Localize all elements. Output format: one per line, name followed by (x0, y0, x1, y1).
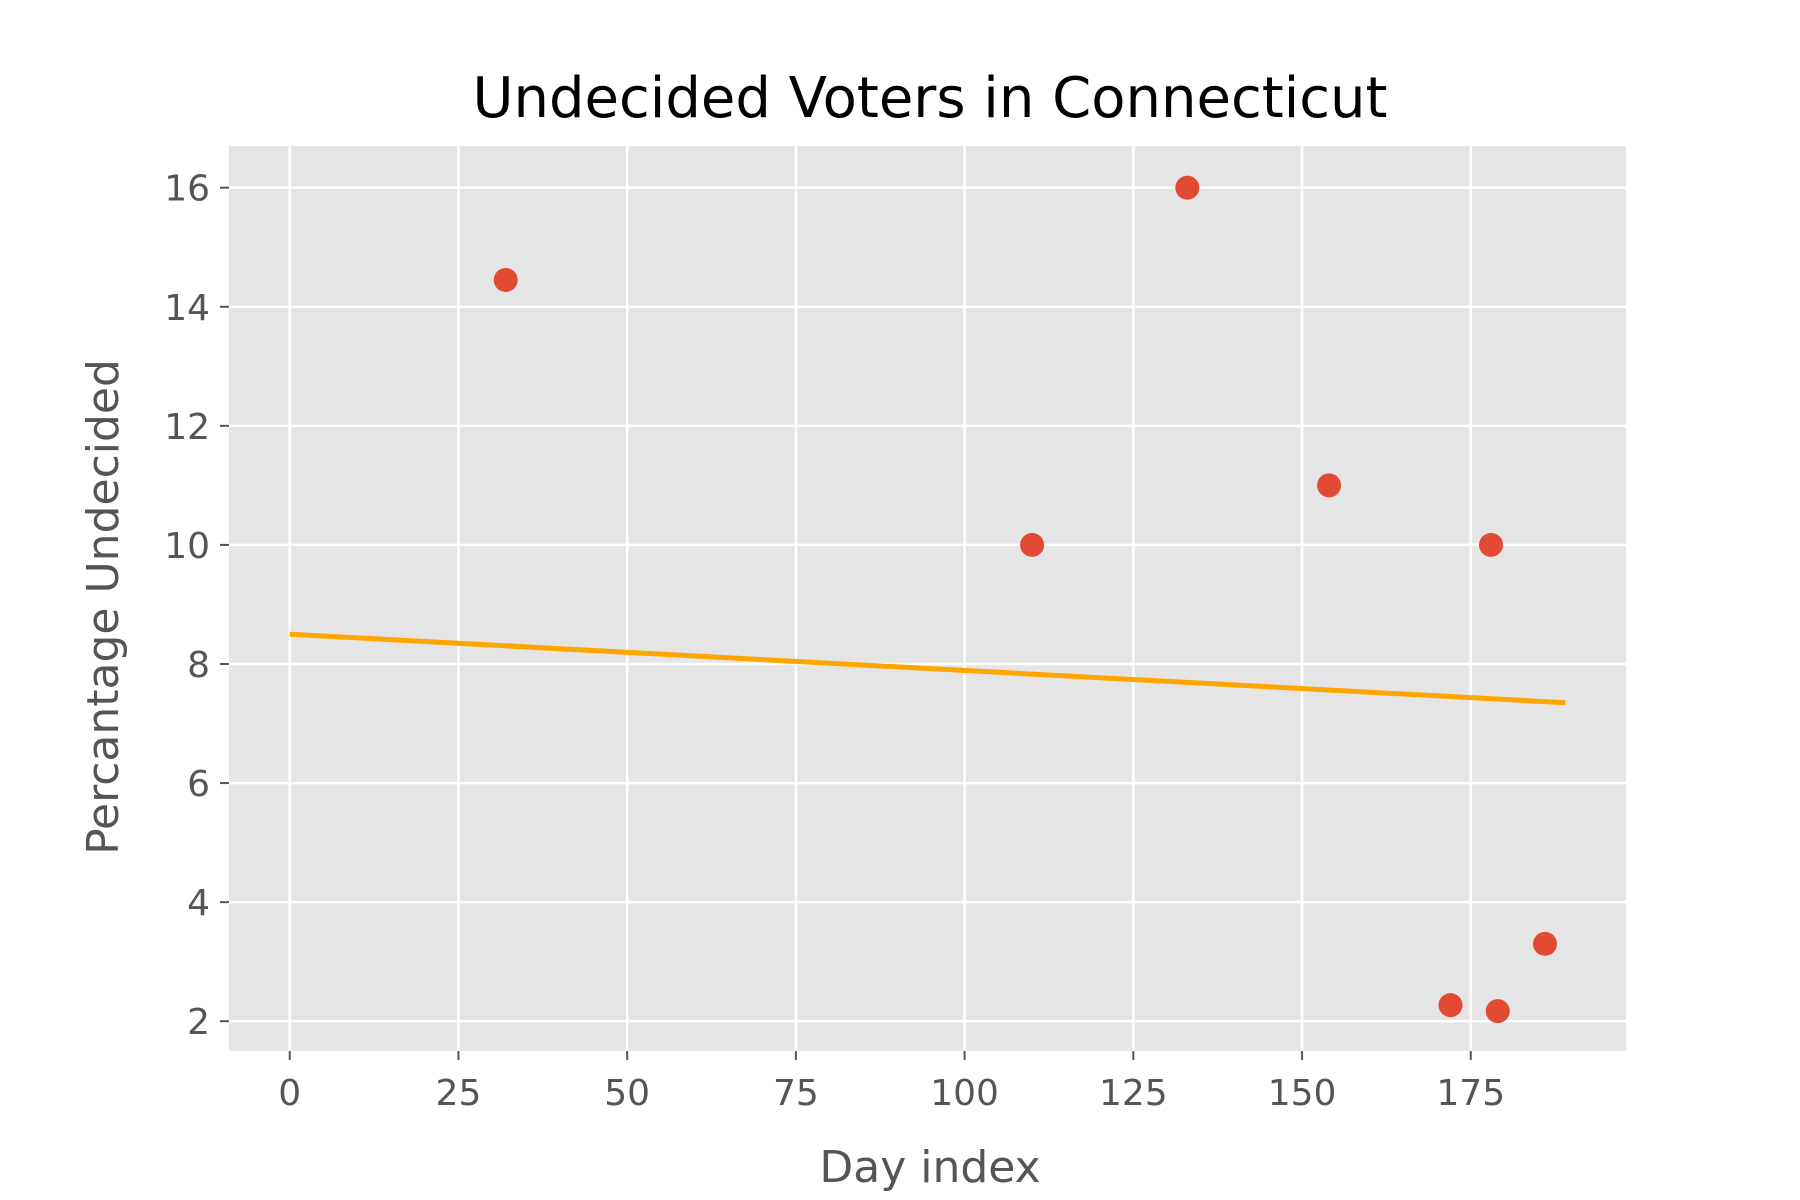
x-tick-label: 75 (773, 1073, 819, 1114)
data-point (1438, 993, 1463, 1018)
x-axis: 0 25 50 75 100 125 150 175 (278, 1051, 1505, 1114)
x-tick-label: 125 (1099, 1073, 1168, 1114)
x-tick-label: 150 (1268, 1073, 1337, 1114)
x-tick-label: 25 (436, 1073, 482, 1114)
grid (229, 146, 1626, 1051)
data-point (1485, 999, 1510, 1024)
data-point (1317, 473, 1342, 498)
y-tick-label: 8 (187, 645, 210, 686)
data-point (1175, 175, 1200, 200)
data-point (1020, 532, 1045, 557)
y-axis-label: Percantage Undecided (78, 359, 129, 855)
plot-area (229, 146, 1626, 1051)
data-point (493, 267, 518, 292)
series (289, 175, 1566, 1024)
y-axis: 2 4 6 8 10 12 14 16 (164, 169, 229, 1043)
data-point (1479, 532, 1504, 557)
y-tick-label: 16 (164, 169, 210, 210)
y-tick-label: 4 (187, 883, 210, 924)
chart-title: Undecided Voters in Connecticut (472, 66, 1387, 131)
trend-line (289, 631, 1566, 706)
y-tick-label: 12 (164, 407, 210, 448)
x-tick-label: 100 (930, 1073, 999, 1114)
y-tick-label: 6 (187, 764, 210, 805)
x-axis-label: Day index (819, 1142, 1040, 1193)
x-tick-label: 0 (278, 1073, 301, 1114)
x-tick-label: 50 (604, 1073, 650, 1114)
y-tick-label: 2 (187, 1002, 210, 1043)
y-tick-label: 14 (164, 288, 210, 329)
x-tick-label: 175 (1436, 1073, 1505, 1114)
data-point (1533, 931, 1558, 956)
y-tick-label: 10 (164, 526, 210, 567)
